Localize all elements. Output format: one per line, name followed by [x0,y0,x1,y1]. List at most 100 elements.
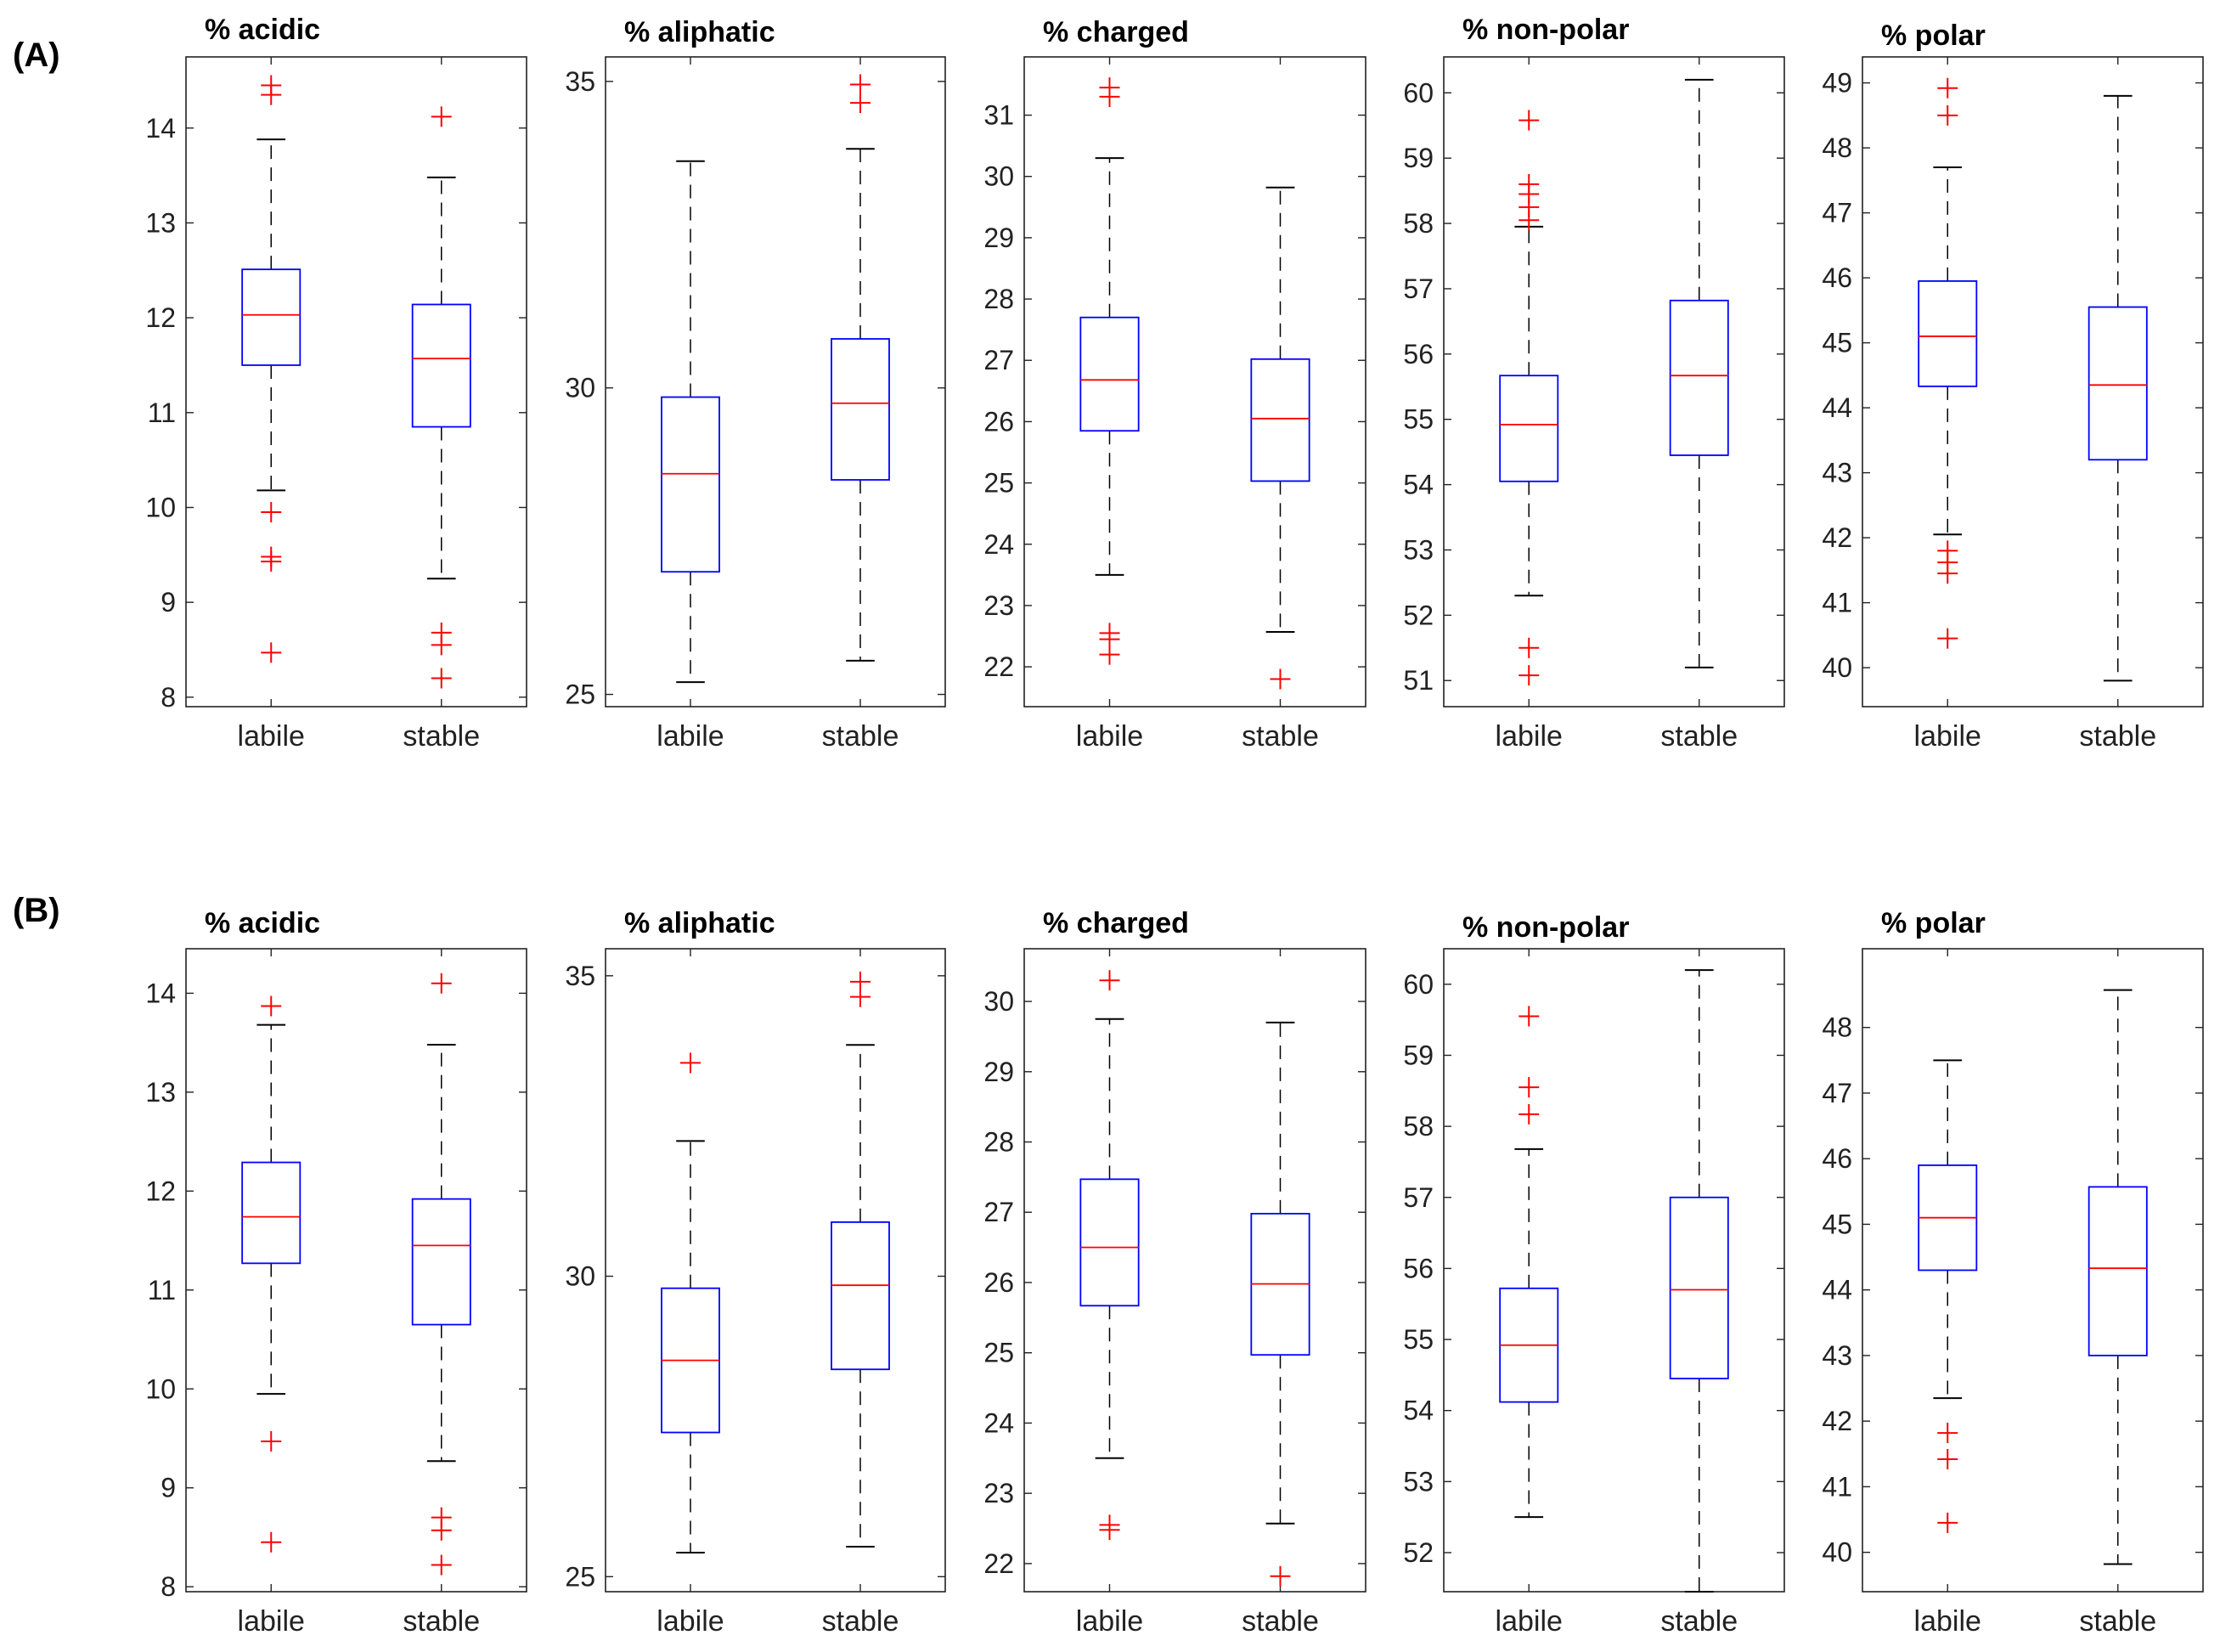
x-category-label-labile: labile [656,1605,724,1638]
x-category-label-stable: stable [403,1605,480,1638]
plot-title: % charged [1043,907,1189,939]
panel-label-a: (A) [13,37,60,74]
iqr-box-stable [2088,306,2148,461]
y-tick-label: 55 [1403,1324,1434,1355]
y-tick-label: 48 [1822,1012,1852,1043]
x-category-label-labile: labile [1076,1605,1143,1638]
axes-frame [1862,948,2204,1593]
boxplot-b-3: % charged 22 23 24 25 26 27 28 29 30 labile stable [983,907,1366,1638]
x-category-label-labile: labile [1076,720,1143,753]
outlier-marker [261,84,282,105]
outlier-marker [1099,970,1120,991]
outlier-marker [850,93,871,114]
axes-frame [185,948,527,1593]
iqr-box-stable [1669,299,1729,456]
iqr-box-labile [661,396,720,573]
y-tick-label: 30 [983,161,1014,192]
axes-frame [185,56,527,708]
y-tick-label: 14 [145,113,176,144]
y-tick-label: 25 [983,1338,1014,1368]
boxplot-b-1: % acidic 8 9 10 11 12 13 14 labile stable [145,907,527,1638]
plot-title: % aliphatic [624,907,775,939]
outlier-marker [1270,668,1291,690]
y-tick-label: 11 [148,397,176,428]
y-tick-label: 23 [983,590,1014,621]
y-tick-label: 25 [565,679,595,710]
x-category-label-labile: labile [1496,1605,1563,1638]
iqr-box-stable [831,1221,890,1371]
outlier-marker [680,1052,701,1074]
y-tick-label: 35 [565,66,595,97]
y-tick-label: 9 [161,1473,176,1503]
y-tick-label: 44 [1822,1275,1852,1305]
y-tick-label: 11 [148,1275,176,1305]
plot-title: % acidic [205,907,320,939]
outlier-marker [431,1520,452,1541]
iqr-box-labile [1079,1178,1140,1307]
iqr-box-stable [831,338,890,481]
y-tick-label: 41 [1822,588,1852,618]
y-tick-label: 42 [1822,1406,1852,1436]
axes-frame [605,948,946,1593]
outlier-marker [1937,77,1958,99]
y-tick-label: 24 [983,529,1014,560]
y-tick-label: 44 [1822,392,1852,423]
x-category-label-labile: labile [238,720,305,753]
outlier-marker [431,668,452,689]
y-tick-label: 31 [983,100,1014,131]
outlier-marker [1099,86,1120,107]
outlier-marker [1937,1448,1958,1469]
y-tick-label: 24 [983,1407,1014,1438]
iqr-box-stable [411,303,471,428]
y-tick-label: 56 [1403,1253,1434,1283]
iqr-box-labile [241,268,301,366]
y-tick-label: 47 [1822,1078,1852,1108]
y-tick-label: 48 [1822,132,1852,163]
x-category-label-labile: labile [238,1605,305,1638]
plot-title: % aliphatic [624,16,775,48]
outlier-marker [261,502,282,523]
y-tick-label: 25 [983,468,1014,499]
boxplot-b-5: % polar 40 41 42 43 44 45 46 47 48 labile stable [1822,907,2204,1638]
outlier-marker [261,1531,282,1553]
x-category-label-stable: stable [1660,1605,1738,1638]
plot-title: % acidic [205,14,320,46]
outlier-marker [850,74,871,95]
y-tick-label: 60 [1403,969,1434,1000]
boxplot-a-2: % aliphatic 25 30 35 labile stable [565,16,946,753]
y-tick-label: 10 [145,1373,176,1404]
outlier-marker [1519,665,1540,686]
y-tick-label: 40 [1822,1537,1852,1568]
iqr-box-labile [1499,375,1559,482]
y-tick-label: 10 [145,492,176,522]
outlier-marker [1937,1423,1958,1444]
outlier-marker [1519,637,1540,658]
y-tick-label: 55 [1403,404,1434,435]
y-tick-label: 25 [565,1561,595,1592]
y-tick-label: 12 [145,302,176,333]
outlier-marker [1099,1520,1120,1541]
y-tick-label: 56 [1403,339,1434,369]
y-tick-label: 23 [983,1478,1014,1508]
y-tick-label: 45 [1822,328,1852,358]
y-tick-label: 53 [1403,1466,1434,1497]
y-tick-label: 26 [983,406,1014,437]
plot-title: % non-polar [1462,911,1629,944]
y-tick-label: 22 [983,651,1014,682]
y-tick-label: 30 [983,986,1014,1017]
y-tick-label: 27 [983,1197,1014,1227]
y-tick-label: 52 [1403,1537,1434,1568]
iqr-box-labile [1079,316,1140,432]
plot-title: % non-polar [1462,14,1629,46]
y-tick-label: 27 [983,345,1014,375]
y-tick-label: 43 [1822,458,1852,488]
y-tick-label: 59 [1403,1040,1434,1070]
y-tick-label: 13 [145,1077,176,1108]
y-tick-label: 46 [1822,1143,1852,1174]
y-tick-label: 8 [161,1571,176,1602]
y-tick-label: 28 [983,284,1014,314]
boxplot-a-4: % non-polar 51 52 53 54 55 56 57 58 59 60 labile sta… [1403,14,1785,753]
y-tick-label: 8 [161,682,176,713]
x-category-label-stable: stable [2079,1605,2156,1638]
